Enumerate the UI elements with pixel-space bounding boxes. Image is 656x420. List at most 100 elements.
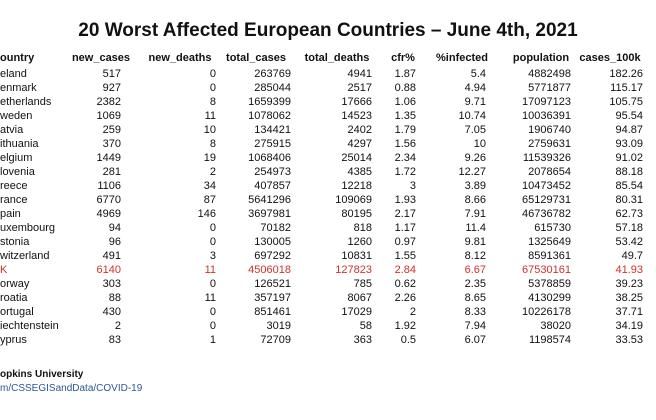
cell: 615730 xyxy=(534,222,571,234)
source-link: m/CSSEGISandData/COVID-19 xyxy=(0,383,143,394)
source: opkins University xyxy=(0,369,84,380)
cell: 1.35 xyxy=(394,110,416,122)
cell: 7.91 xyxy=(464,208,486,220)
cell: 818 xyxy=(353,222,372,234)
cell: 1.92 xyxy=(394,320,416,332)
cell: 94.87 xyxy=(615,124,643,136)
cell: 1.72 xyxy=(394,166,416,178)
cell: 5378859 xyxy=(528,278,571,290)
cell: 3 xyxy=(209,250,216,262)
cell: 8.33 xyxy=(464,306,486,318)
cell: 65129731 xyxy=(522,194,571,206)
cell: 1.55 xyxy=(394,250,416,262)
column-header: population xyxy=(512,52,570,64)
title: 20 Worst Affected European Countries – J… xyxy=(78,20,578,41)
cell: 10 xyxy=(473,138,486,150)
cell: 2402 xyxy=(347,124,372,136)
cell: 1260 xyxy=(347,236,372,248)
cell: 851461 xyxy=(254,306,291,318)
cell: 259 xyxy=(102,124,121,136)
country-cell: uxembourg xyxy=(0,222,56,234)
cell: 130005 xyxy=(254,236,291,248)
country-cell: orway xyxy=(0,278,30,290)
cell: 3697981 xyxy=(248,208,291,220)
cell: 17666 xyxy=(341,96,372,108)
cell: 3.89 xyxy=(464,180,486,192)
cell: 17097123 xyxy=(522,96,571,108)
cell: 0.97 xyxy=(394,236,416,248)
cell: 9.71 xyxy=(464,96,486,108)
cell: 88.18 xyxy=(615,166,643,178)
column-header: total_cases xyxy=(226,52,286,64)
cell: 9.81 xyxy=(464,236,486,248)
cell: 4385 xyxy=(347,166,372,178)
country-cell: witzerland xyxy=(0,250,50,262)
country-cell: yprus xyxy=(0,334,27,346)
column-header: ountry xyxy=(0,52,35,64)
country-cell: stonia xyxy=(0,236,30,248)
country-cell: roatia xyxy=(0,292,28,304)
cell: 6.07 xyxy=(464,334,486,346)
cell: 38020 xyxy=(540,320,571,332)
cell: 2 xyxy=(114,320,121,332)
cell: 37.71 xyxy=(615,306,643,318)
cell: 9.26 xyxy=(464,152,486,164)
cell: 53.42 xyxy=(615,236,643,248)
cell: 85.54 xyxy=(615,180,643,192)
cell: 2078654 xyxy=(528,166,571,178)
cell: 1.79 xyxy=(394,124,416,136)
cell: 14523 xyxy=(341,110,372,122)
country-cell: reece xyxy=(0,180,28,192)
cell: 1.06 xyxy=(394,96,416,108)
cell: 3 xyxy=(409,180,416,192)
cell: 7.05 xyxy=(464,124,486,136)
cell: 34 xyxy=(203,180,216,192)
cell: 2.26 xyxy=(394,292,416,304)
cell: 8.12 xyxy=(464,250,486,262)
cell: 126521 xyxy=(254,278,291,290)
cell: 3019 xyxy=(266,320,291,332)
cell: 10 xyxy=(203,124,216,136)
cell: 1.93 xyxy=(394,194,416,206)
column-header: cfr% xyxy=(391,52,415,64)
cell: 88 xyxy=(108,292,121,304)
cell: 11 xyxy=(204,110,216,122)
cell: 1.87 xyxy=(394,68,416,80)
cell: 10036391 xyxy=(522,110,571,122)
country-cell: ithuania xyxy=(0,138,39,150)
cell: 2 xyxy=(409,306,416,318)
cell: 1069 xyxy=(96,110,121,122)
cell: 430 xyxy=(102,306,121,318)
cell: 2517 xyxy=(347,82,372,94)
cell: 8 xyxy=(209,96,216,108)
cell: 2.34 xyxy=(394,152,416,164)
cell: 8591361 xyxy=(528,250,571,262)
cell: 275915 xyxy=(254,138,291,150)
cell: 5.4 xyxy=(470,68,486,80)
country-cell: lovenia xyxy=(0,166,35,178)
cell: 10831 xyxy=(341,250,372,262)
column-header: new_cases xyxy=(71,52,131,64)
cell: 697292 xyxy=(254,250,291,262)
cell: 4969 xyxy=(96,208,121,220)
cell: 6770 xyxy=(96,194,121,206)
cell: 17029 xyxy=(341,306,372,318)
cell: 517 xyxy=(102,68,121,80)
country-cell: enmark xyxy=(0,82,37,94)
cell: 49.7 xyxy=(621,250,643,262)
cell: 4.94 xyxy=(464,82,486,94)
cell: 87 xyxy=(203,194,216,206)
cell: 0.62 xyxy=(394,278,416,290)
country-cell: K xyxy=(0,264,8,276)
cell: 58 xyxy=(359,320,372,332)
cell: 8067 xyxy=(347,292,372,304)
cell: 2.17 xyxy=(394,208,416,220)
cell: 10226178 xyxy=(522,306,571,318)
cell: 4506018 xyxy=(248,264,291,276)
cell: 83 xyxy=(108,334,121,346)
cell: 0 xyxy=(209,306,216,318)
cell: 19 xyxy=(203,152,216,164)
cell: 4297 xyxy=(347,138,372,150)
cell: 33.53 xyxy=(615,334,643,346)
